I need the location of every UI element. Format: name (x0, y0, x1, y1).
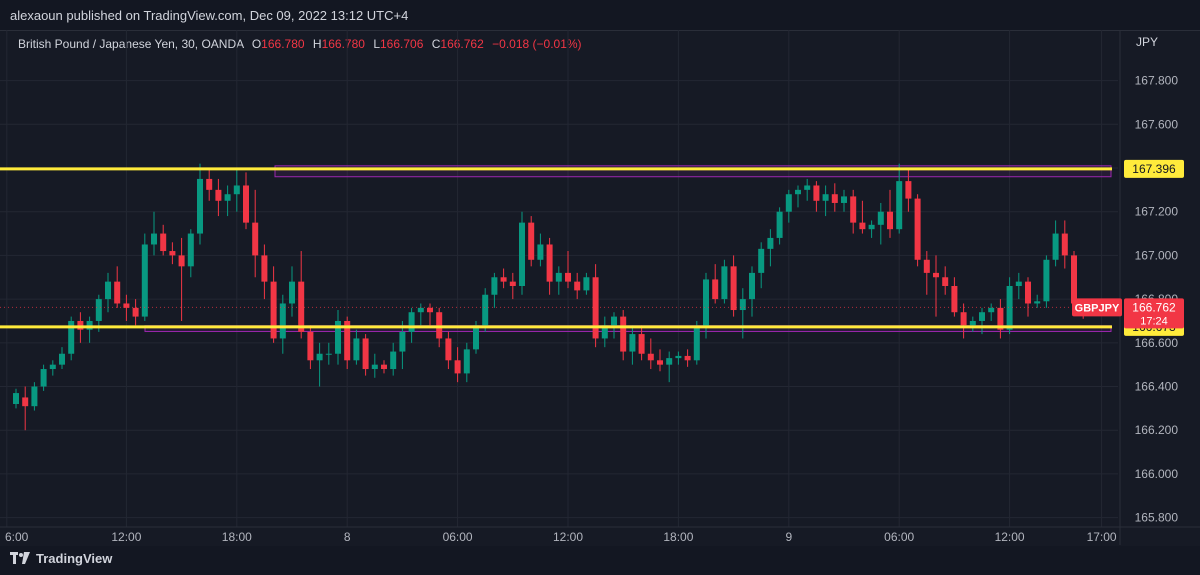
tradingview-logo-icon (10, 551, 30, 564)
currency-label: JPY (1136, 35, 1159, 49)
symbol-title[interactable]: British Pound / Japanese Yen, 30, OANDA (18, 37, 244, 51)
high-value: 166.780 (321, 37, 365, 51)
symbol-legend: British Pound / Japanese Yen, 30, OANDA … (18, 37, 582, 51)
change-value: −0.018 (−0.01%) (492, 37, 582, 51)
low-label: L (373, 37, 380, 51)
brand-name: TradingView (36, 551, 113, 566)
publish-info: alexaoun published on TradingView.com, D… (10, 8, 409, 23)
footer: TradingView (0, 546, 1200, 575)
tradingview-logo[interactable]: TradingView (10, 551, 112, 566)
low-value: 166.706 (380, 37, 424, 51)
close-label: C (431, 37, 441, 51)
open-value: 166.780 (261, 37, 305, 51)
publish-bar: alexaoun published on TradingView.com, D… (0, 0, 1200, 30)
high-label: H (312, 37, 322, 51)
open-label: O (251, 37, 262, 51)
close-value: 166.762 (440, 37, 484, 51)
chart-panel[interactable] (0, 30, 1200, 547)
